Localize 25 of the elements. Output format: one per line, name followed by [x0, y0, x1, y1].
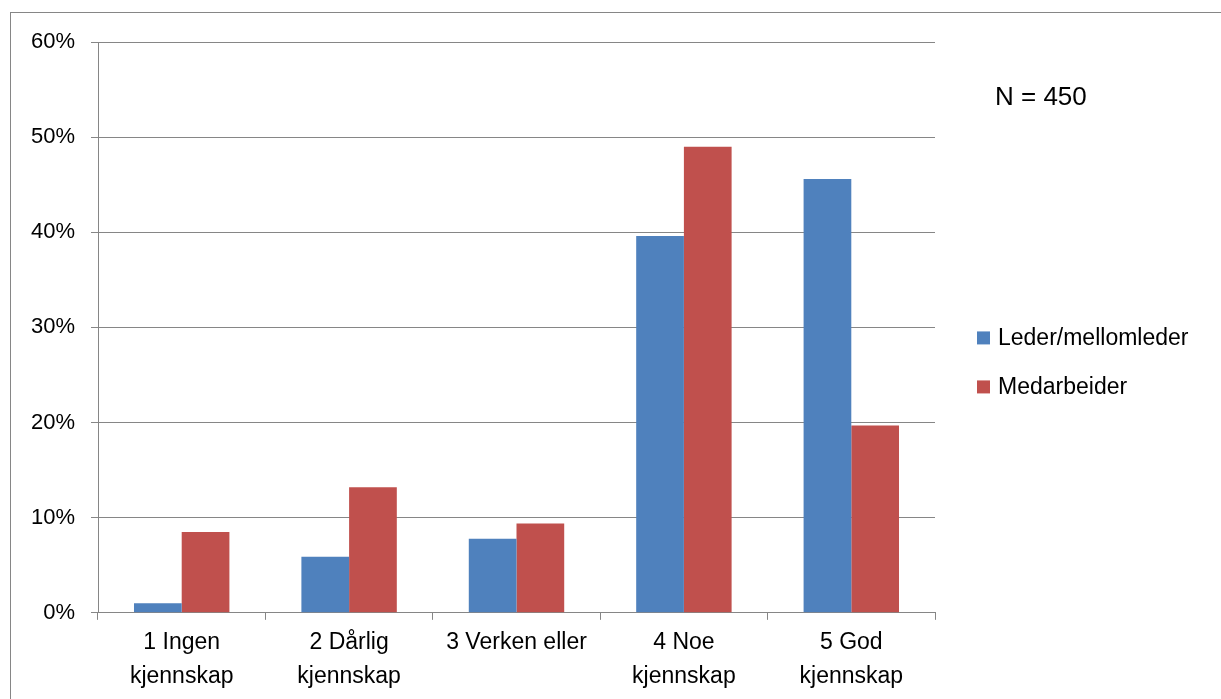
x-tick-label: 3 Verken eller: [446, 627, 588, 654]
bar: [636, 236, 684, 613]
y-tick-label: 40%: [30, 218, 75, 244]
bar: [181, 531, 230, 613]
legend-label: Medarbeider: [998, 373, 1128, 400]
bar: [851, 425, 900, 613]
y-tick-label: 60%: [30, 28, 75, 54]
y-tick-label: 0%: [43, 598, 75, 624]
y-tick-label: 10%: [30, 503, 75, 529]
y-tick-label: 30%: [30, 313, 75, 339]
x-tick-label: 2 Dårlig kjennskap: [297, 627, 401, 688]
bar: [349, 487, 397, 613]
bar: [516, 523, 565, 613]
bar: [683, 146, 732, 613]
bar: [133, 603, 182, 613]
x-tick-label: 5 God kjennskap: [799, 627, 904, 688]
bar: [468, 538, 517, 613]
y-tick-label: 50%: [30, 123, 75, 149]
y-tick-label: 20%: [30, 408, 75, 434]
legend-label: Leder/mellomleder: [998, 324, 1189, 351]
bar: [301, 556, 350, 613]
x-tick-label: 4 Noe kjennskap: [632, 627, 736, 688]
bar: [803, 179, 852, 613]
text: N = 450: [995, 81, 1087, 112]
x-tick-label: 1 Ingen kjennskap: [129, 627, 234, 688]
